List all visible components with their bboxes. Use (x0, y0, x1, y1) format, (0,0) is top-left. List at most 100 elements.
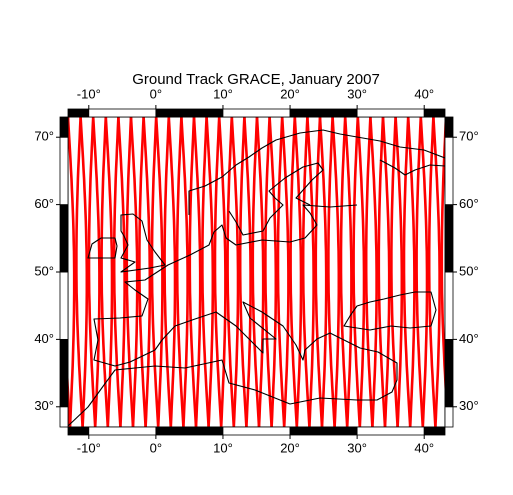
frame-band (289, 108, 358, 118)
x-tick-label: 20° (280, 86, 300, 101)
ground-track (79, 117, 89, 427)
ground-track (175, 117, 185, 427)
ground-track (104, 117, 114, 427)
x-tick-label: 20° (280, 440, 300, 455)
ground-track (125, 117, 135, 427)
ground-track (226, 117, 236, 427)
frame-band (289, 426, 358, 436)
x-tick-label: -10° (77, 440, 101, 455)
ground-track (339, 117, 349, 427)
x-tick-label: -10° (77, 86, 101, 101)
frame-band (59, 136, 69, 206)
ground-track (369, 117, 378, 427)
x-tick-label: 40° (414, 440, 434, 455)
frame-band (88, 108, 157, 118)
frame-band (444, 338, 454, 408)
ground-track (129, 117, 139, 427)
frame-band (444, 116, 454, 138)
ground-track (138, 117, 147, 427)
frame-band (423, 108, 446, 118)
frame-band (222, 426, 291, 436)
ground-track (87, 117, 97, 427)
frame-band (59, 338, 69, 408)
ground-track (205, 117, 215, 427)
ground-track (238, 117, 248, 427)
frame-band (67, 108, 90, 118)
ground-track (150, 117, 160, 427)
frame-band (444, 406, 454, 428)
ground-track (427, 117, 437, 427)
frame-band (155, 108, 224, 118)
ground-track (343, 117, 353, 427)
ground-track (352, 117, 362, 427)
coastline (120, 213, 166, 273)
ground-track (314, 117, 324, 427)
ground-track (268, 117, 278, 427)
ground-track (142, 117, 152, 427)
ground-track (394, 117, 404, 427)
ground-track (381, 117, 391, 427)
frame-band (444, 204, 454, 273)
ground-track (213, 117, 223, 427)
frame-band (59, 116, 69, 138)
ground-track (432, 117, 441, 427)
coastline (228, 162, 324, 236)
ground-track (255, 117, 265, 427)
coastline (379, 159, 445, 176)
frame-band (423, 426, 446, 436)
ground-track (356, 117, 366, 427)
y-tick-label: 30° (459, 398, 479, 413)
ground-track (251, 117, 261, 427)
coastline (87, 237, 118, 259)
frame-band (222, 108, 291, 118)
frame-band (155, 426, 224, 436)
y-tick-label: 60° (459, 196, 479, 211)
ground-tracks (68, 117, 445, 427)
x-tick-label: 30° (347, 440, 367, 455)
ground-track (318, 117, 328, 427)
ground-track (243, 117, 252, 427)
ground-track (390, 117, 399, 427)
ground-track (188, 117, 198, 427)
frame-band (444, 271, 454, 340)
ground-track (167, 117, 177, 427)
ground-track (180, 117, 189, 427)
map-title: Ground Track GRACE, January 2007 (132, 71, 380, 88)
ground-track (276, 117, 286, 427)
ground-track (327, 117, 336, 427)
ground-track (163, 117, 173, 427)
ground-track (264, 117, 273, 427)
frame-band (59, 204, 69, 273)
ground-track (230, 117, 240, 427)
y-tick-label: 70° (34, 129, 54, 144)
frame-band (67, 426, 90, 436)
y-tick-label: 40° (459, 331, 479, 346)
ground-track (440, 117, 445, 398)
coastline (343, 291, 437, 331)
ground-track (217, 117, 227, 427)
frame-band (356, 426, 425, 436)
ground-track (419, 117, 429, 427)
ground-track (293, 117, 303, 427)
frame-band (88, 426, 157, 436)
ground-track (100, 117, 110, 427)
y-tick-label: 50° (34, 263, 54, 278)
ground-track (112, 117, 122, 427)
ground-track (68, 117, 76, 427)
coastline (188, 129, 445, 215)
ground-track (306, 117, 315, 427)
ground-track (377, 117, 387, 427)
x-tick-label: 30° (347, 86, 367, 101)
ground-track (192, 117, 202, 427)
x-tick-label: 10° (213, 440, 233, 455)
frame-band (59, 271, 69, 340)
ground-track (154, 117, 164, 427)
coastlines (68, 129, 445, 427)
y-tick-label: 70° (459, 129, 479, 144)
x-tick-label: 0° (150, 86, 162, 101)
x-tick-label: 40° (414, 86, 434, 101)
y-tick-label: 30° (34, 398, 54, 413)
x-tick-label: 0° (150, 440, 162, 455)
frame-band (444, 136, 454, 206)
